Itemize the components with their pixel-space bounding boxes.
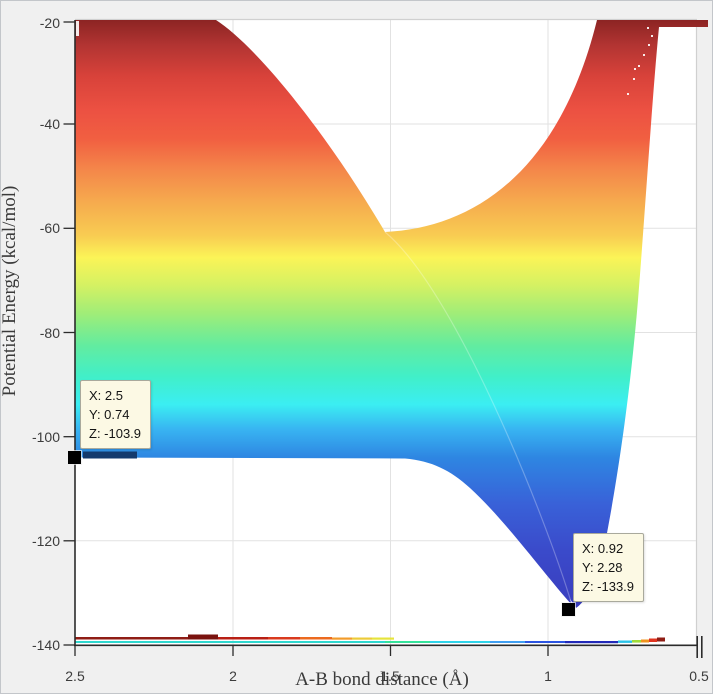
y-tick-label: -100 xyxy=(31,429,60,445)
x-tick-label: 1 xyxy=(544,668,552,684)
axis-tick-marks xyxy=(63,21,549,656)
axis-corner-bars xyxy=(696,636,703,658)
datatip-marker[interactable] xyxy=(562,603,575,616)
datatip-z-value: Z: -103.9 xyxy=(89,426,142,441)
datatip-y-value: Y: 2.28 xyxy=(582,560,623,575)
x-axis-label: A-B bond distance (Å) xyxy=(295,669,469,690)
mesh-speckles xyxy=(627,27,653,95)
datatip-z-value: Z: -133.9 xyxy=(582,579,635,594)
datatip[interactable]: X: 2.5 Y: 0.74 Z: -103.9 xyxy=(80,380,152,449)
axis-lines xyxy=(74,20,698,647)
x-tick-label: 2.5 xyxy=(65,668,85,684)
x-tick-label: 1.5 xyxy=(380,668,400,684)
plot-box-edges xyxy=(75,18,698,645)
surface-fold-line xyxy=(384,231,573,606)
y-axis-label: Potential Energy (kcal/mol) xyxy=(0,185,20,397)
x-tick-label: 2 xyxy=(229,668,237,684)
surface-clip-notch xyxy=(76,21,79,36)
datatip-x-value: X: 2.5 xyxy=(89,388,123,403)
x-tick-label: 0.5 xyxy=(689,668,709,684)
floor-contour-line xyxy=(75,634,665,644)
y-tick-label: -60 xyxy=(39,220,60,236)
y-tick-label: -140 xyxy=(31,637,60,653)
surface-back-sheet[interactable] xyxy=(385,20,708,608)
datatip-marker[interactable] xyxy=(68,451,81,464)
y-tick-label: -80 xyxy=(39,325,60,341)
y-tick-label: -40 xyxy=(39,116,60,132)
surface-edge-highlight xyxy=(83,451,137,459)
datatip-y-value: Y: 0.74 xyxy=(89,407,130,422)
datatip-x-value: X: 0.92 xyxy=(582,541,624,556)
datatip[interactable]: X: 0.92 Y: 2.28 Z: -133.9 xyxy=(573,533,645,602)
y-tick-label: -20 xyxy=(39,15,60,31)
surface-front-sheet[interactable] xyxy=(75,20,572,605)
y-tick-label: -120 xyxy=(31,533,60,549)
